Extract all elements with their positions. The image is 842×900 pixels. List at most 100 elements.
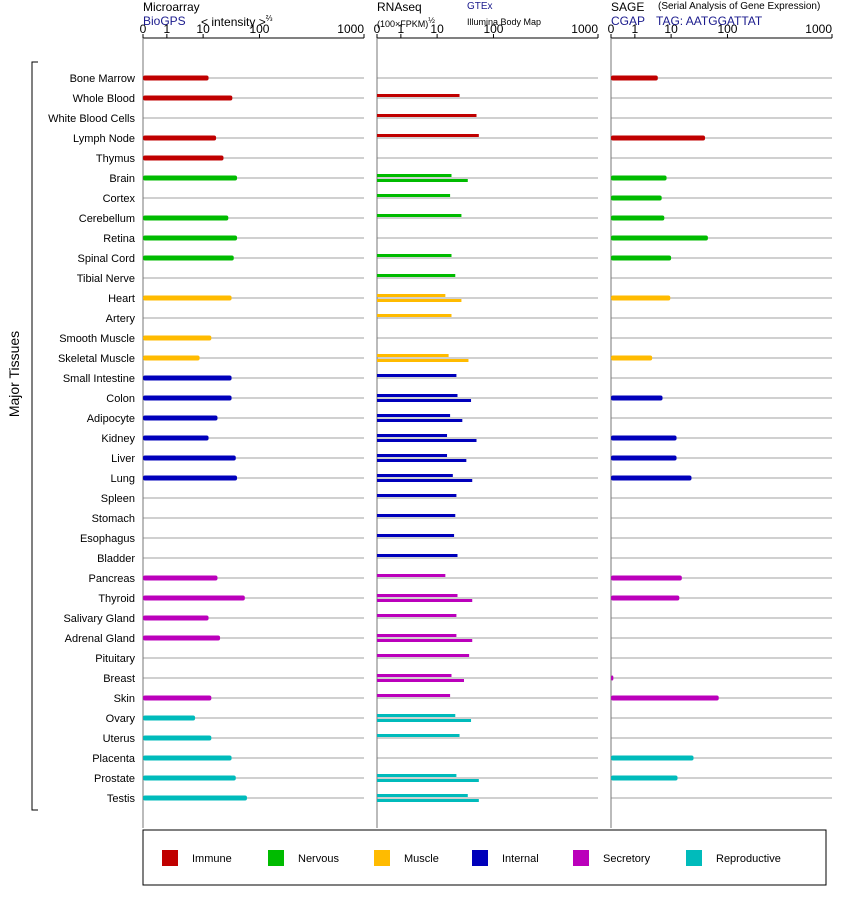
microarray-bar — [143, 615, 209, 621]
legend-label-nervous: Nervous — [298, 853, 339, 865]
tissue-label: Bladder — [97, 553, 135, 565]
legend-swatch-internal — [472, 850, 488, 866]
rnaseq-bar — [377, 179, 468, 182]
microarray-bar — [143, 355, 200, 361]
tissue-label: Artery — [106, 313, 136, 325]
rnaseq-bar — [377, 794, 468, 797]
sage-title: SAGE — [611, 0, 645, 14]
tissue-label: Small Intestine — [63, 373, 135, 385]
major-tissues-bracket — [31, 61, 38, 811]
microarray-bar — [143, 75, 209, 81]
rnaseq-bar — [377, 454, 448, 457]
rnaseq-bar — [377, 294, 446, 297]
legend-label-secretory: Secretory — [603, 853, 651, 865]
rnaseq-bar — [377, 434, 448, 437]
sage-bar — [611, 175, 667, 181]
rnaseq-bar — [377, 419, 463, 422]
legend-label-muscle: Muscle — [404, 853, 439, 865]
microarray-tick-label: 0 — [140, 22, 147, 36]
sage-bar — [611, 575, 682, 581]
rnaseq-bar — [377, 414, 451, 417]
rnaseq-bar — [377, 394, 458, 397]
tissue-label: Brain — [109, 173, 135, 185]
microarray-bar — [143, 715, 196, 721]
sage-bar — [611, 255, 672, 261]
sage-bar — [611, 435, 677, 441]
rnaseq-bar — [377, 459, 467, 462]
sage-tick-label: 1 — [632, 22, 639, 36]
rnaseq-bar — [377, 779, 479, 782]
sage-bar — [611, 195, 662, 201]
illumina-body-map-label: Illumina Body Map — [467, 17, 542, 27]
tissue-label: Breast — [103, 673, 135, 685]
legend-label-reproductive: Reproductive — [716, 853, 781, 865]
microarray-bar — [143, 135, 217, 141]
grid-layer — [143, 77, 832, 799]
sage-bar — [611, 695, 719, 701]
sage-bar — [611, 215, 665, 221]
cgap-source-link[interactable]: CGAP — [611, 14, 646, 28]
tissue-label: Ovary — [106, 713, 136, 725]
rnaseq-bar — [377, 594, 458, 597]
rnaseq-unit-exponent: ½ — [428, 16, 435, 25]
sage-tick-label: 10 — [664, 22, 678, 36]
rnaseq-bar — [377, 799, 479, 802]
rnaseq-bar — [377, 599, 473, 602]
rnaseq-bar — [377, 274, 456, 277]
tissue-label: Salivary Gland — [63, 613, 135, 625]
microarray-bar — [143, 175, 238, 181]
microarray-unit-exponent: ⅔ — [265, 14, 273, 23]
microarray-unit: < intensity >⅔ — [201, 14, 272, 29]
microarray-source-link[interactable]: BioGPS — [143, 14, 186, 28]
legend-swatch-immune — [162, 850, 178, 866]
rnaseq-bar — [377, 254, 452, 257]
sage-bar — [611, 775, 678, 781]
rnaseq-bar — [377, 194, 451, 197]
rnaseq-unit-label: (100×FPKM) — [377, 19, 429, 29]
rnaseq-bar — [377, 774, 457, 777]
microarray-bar — [143, 95, 233, 101]
microarray-bar — [143, 415, 218, 421]
rnaseq-bar — [377, 654, 470, 657]
rnaseq-bar — [377, 354, 449, 357]
rnaseq-bar — [377, 714, 456, 717]
bars-layer — [143, 75, 719, 802]
tissue-label: Kidney — [101, 433, 135, 445]
tissue-label: Spleen — [101, 493, 135, 505]
microarray-bar — [143, 595, 245, 601]
tissue-label: Esophagus — [80, 533, 136, 545]
tissue-label: Pancreas — [89, 573, 136, 585]
microarray-bar — [143, 635, 221, 641]
microarray-bar — [143, 755, 232, 761]
legend-swatch-secretory — [573, 850, 589, 866]
microarray-bar — [143, 735, 212, 741]
rnaseq-bar — [377, 534, 455, 537]
tissue-label: Thyroid — [98, 593, 135, 605]
rnaseq-bar — [377, 314, 452, 317]
tissue-label: Spinal Cord — [78, 253, 135, 265]
legend-swatch-reproductive — [686, 850, 702, 866]
tissue-label: Skin — [114, 693, 135, 705]
rnaseq-tick-label: 1 — [398, 22, 405, 36]
microarray-bar — [143, 695, 212, 701]
rnaseq-bar — [377, 134, 479, 137]
rnaseq-bar — [377, 719, 472, 722]
rnaseq-bar — [377, 114, 477, 117]
gtex-source-link[interactable]: GTEx — [467, 1, 493, 12]
rnaseq-bar — [377, 674, 452, 677]
rnaseq-bar — [377, 494, 457, 497]
sage-bar — [611, 355, 653, 361]
sage-tick-label: 100 — [717, 22, 737, 36]
rnaseq-title: RNAseq — [377, 0, 422, 14]
sage-bar — [611, 235, 708, 241]
microarray-tick-label: 100 — [249, 22, 269, 36]
rnaseq-bar — [377, 479, 473, 482]
tissue-label: Cortex — [103, 193, 136, 205]
microarray-bar — [143, 215, 229, 221]
microarray-bar — [143, 255, 234, 261]
legend-label-immune: Immune — [192, 853, 232, 865]
tissue-label: Adipocyte — [87, 413, 135, 425]
tissue-label: Lung — [111, 473, 135, 485]
tissue-label: Stomach — [92, 513, 135, 525]
